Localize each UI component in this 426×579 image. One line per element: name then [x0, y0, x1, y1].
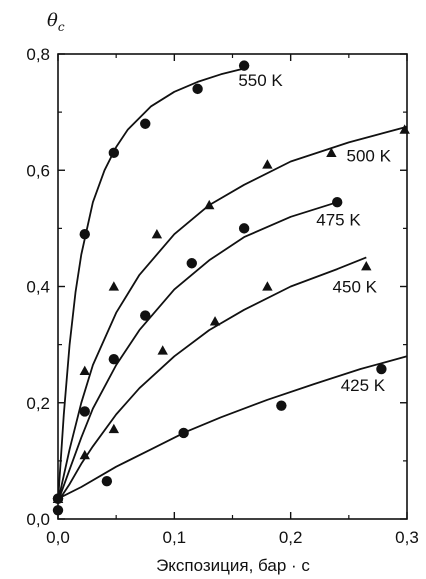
circle-marker [79, 406, 90, 417]
triangle-marker [262, 281, 273, 291]
series-labels: 550 K 500 K 475 K 450 K 425 K [238, 71, 391, 395]
circle-marker [101, 476, 113, 487]
triangle-marker [399, 124, 410, 134]
triangle-marker [209, 316, 221, 326]
x-axis-title: Экспозиция, бар · с [156, 556, 310, 575]
fit-curve-550k [57, 67, 245, 502]
y-axis-title-subscript: c [58, 20, 65, 34]
y-axis-title: θc [47, 10, 65, 34]
y-axis-title-symbol: θ [47, 10, 58, 31]
triangle-marker [108, 281, 120, 291]
circle-marker [140, 310, 151, 321]
circle-marker [238, 60, 250, 71]
data-markers [52, 60, 410, 516]
circle-marker [376, 363, 387, 375]
y-tick-label: 0,2 [26, 394, 50, 413]
triangle-marker [108, 423, 120, 434]
x-tick-label: 0,1 [163, 528, 187, 547]
circle-marker [178, 427, 189, 439]
triangle-marker [326, 147, 337, 157]
circle-marker [276, 400, 287, 411]
triangle-marker [361, 260, 372, 271]
circle-marker [238, 223, 250, 234]
y-tick-label: 0,8 [26, 45, 50, 64]
triangle-marker [151, 228, 163, 239]
circle-marker [186, 258, 197, 269]
y-tick-label: 0,4 [26, 278, 50, 297]
circle-marker [140, 118, 151, 129]
fit-curve-450k [57, 256, 367, 503]
triangle-marker [52, 493, 64, 503]
series-label-425k: 425 K [341, 376, 386, 395]
fit-curve-500k [57, 125, 408, 502]
series-label-550k: 550 K [238, 71, 283, 90]
triangle-marker [262, 159, 273, 169]
series-label-475k: 475 K [316, 210, 361, 229]
circle-marker [52, 505, 64, 516]
fit-curves [57, 67, 408, 503]
triangle-marker [79, 365, 90, 375]
triangle-marker [157, 345, 168, 355]
series-label-450k: 450 K [333, 277, 378, 296]
circle-marker [108, 147, 120, 159]
axes: 0,0 0,1 0,2 0,3 0,0 0,2 0,4 0,6 0,8 [26, 45, 418, 547]
x-tick-label: 0,0 [46, 528, 70, 547]
circle-marker [192, 83, 203, 95]
series-label-500k: 500 K [347, 147, 392, 166]
circle-marker [332, 197, 343, 208]
triangle-marker [79, 449, 90, 460]
circle-marker [108, 353, 120, 365]
y-tick-label: 0,6 [26, 161, 50, 180]
x-tick-label: 0,3 [395, 528, 419, 547]
y-tick-label: 0,0 [26, 510, 50, 529]
triangle-marker [204, 199, 215, 210]
x-tick-label: 0,2 [279, 528, 303, 547]
fit-curve-475k [57, 201, 338, 502]
circle-marker [79, 228, 90, 240]
fit-curve-425k [57, 355, 408, 500]
